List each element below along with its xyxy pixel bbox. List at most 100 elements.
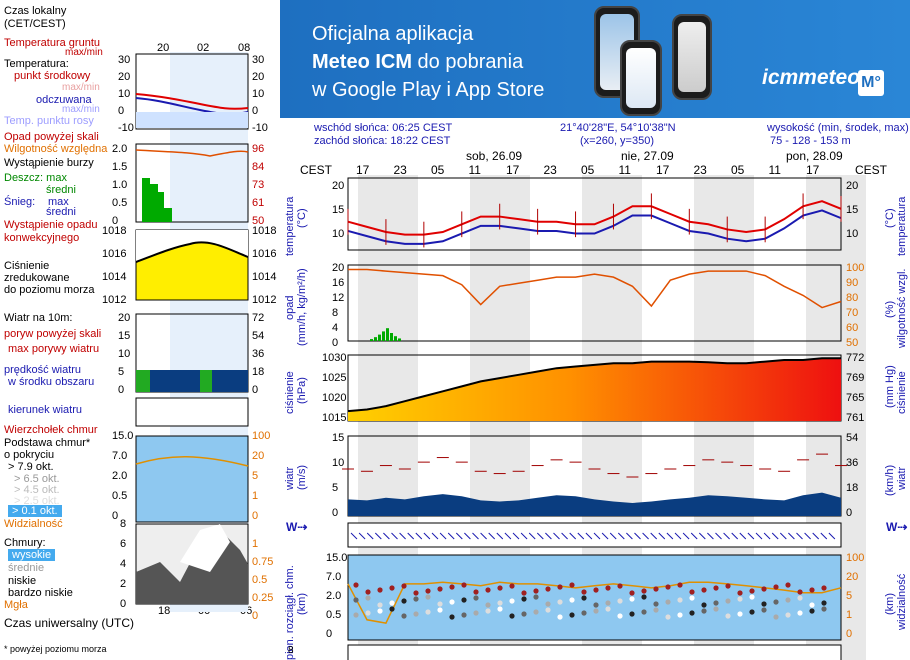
legend-hour: 20	[157, 42, 170, 54]
temp-axis-unit-right: (°C)	[884, 208, 896, 228]
hour-label: 17	[356, 163, 370, 177]
legend-wind-speed: prędkość wiatru	[4, 364, 82, 376]
legend-temp-tick: 30	[118, 54, 131, 66]
vis-tick: 5	[846, 590, 853, 602]
hour-label: 17	[656, 163, 670, 177]
legend-okt: > 2.5 okt.	[14, 495, 60, 507]
wind-tick-right: 18	[846, 482, 859, 494]
legend-press-tick: 1016	[102, 248, 127, 260]
cloud-tick: 15.0	[326, 552, 348, 564]
legend-cl-tick-r: 0.25	[252, 592, 274, 604]
legend-temp-tick-r: 10	[252, 88, 265, 100]
legend-temperature: Temperatura:	[4, 58, 69, 70]
wind-area	[348, 492, 841, 516]
legend-cl-tick: 8	[120, 518, 127, 530]
rain-tick: 20	[332, 262, 345, 274]
hour-label: 23	[393, 163, 407, 177]
legend-wind-kmh: 18	[252, 366, 265, 378]
legend-wind-kmh: 54	[252, 330, 265, 342]
height-label: wysokość (min, środek, max)	[767, 122, 909, 134]
legend-cl-tick: 2	[120, 578, 127, 590]
legend-footnote: * powyżej poziomu morza	[4, 644, 107, 654]
wind-dir-legend-icon: W⇢	[286, 520, 308, 534]
wind-axis-label: wiatr	[284, 466, 296, 490]
rain-axis-unit: (mm/h, kg/m²/h)	[296, 268, 308, 346]
wind-dir-legend-icon: W⇢	[886, 520, 908, 534]
grid-text: (x=260, y=350)	[580, 135, 654, 147]
humidity-tick: 100	[846, 262, 865, 274]
legend-cl-tick-r: 0	[252, 610, 259, 622]
pressure-tick-right: 772	[846, 352, 865, 364]
hour-label: 11	[618, 163, 631, 177]
legend-mini-charts	[135, 52, 249, 612]
legend-soil-maxmin: max/min	[65, 47, 103, 58]
legend-precip-tick: 0.5	[112, 197, 128, 209]
vis-tick: 100	[846, 552, 865, 564]
legend-okt: > 4.5 okt.	[14, 484, 60, 496]
legend-snow-avg: średni	[46, 206, 76, 218]
legend-okt: > 7.9 okt.	[8, 461, 54, 473]
legend-max-min: max/min	[62, 82, 100, 93]
legend-wind-tick: 15	[118, 330, 131, 342]
pressure-tick-right: 765	[846, 392, 865, 404]
day-label: sob, 26.09	[466, 149, 523, 163]
wind-tick: 15	[332, 432, 345, 444]
legend-cl-tick: 6	[120, 538, 127, 550]
feels-line	[347, 209, 842, 245]
legend-clouds-very-low: bardzo niskie	[8, 587, 73, 599]
legend-wind-tick: 20	[118, 312, 131, 324]
legend-press-tick: 1012	[102, 294, 127, 306]
legend-wind-dir: kierunek wiatru	[8, 404, 82, 416]
banner-line-2-bold: Meteo ICM	[312, 51, 412, 73]
legend-press-tick-r: 1016	[252, 248, 277, 260]
wind-tick-right: 36	[846, 457, 859, 469]
wind-axis-label-right: wiatr	[896, 466, 908, 490]
legend-dewpoint: Temp. punktu rosy	[4, 115, 94, 127]
rain-tick: 16	[332, 277, 345, 289]
legend-precip-tick: 2.0	[112, 143, 128, 155]
legend-cloud-tick: 0.5	[112, 490, 128, 502]
legend-humid-tick: 50	[252, 215, 265, 227]
legend-press-tick: 1018	[102, 225, 127, 237]
sunrise-text: wschód słońca: 06:25 CEST	[314, 122, 453, 134]
legend-visibility: Widzialność	[4, 518, 63, 530]
wind-axis-unit-right: (km/h)	[884, 464, 896, 496]
legend-cloud-tick: 7.0	[112, 450, 128, 462]
cloud-base-panel	[347, 554, 842, 641]
legend-storm: Wystąpienie burzy	[4, 157, 94, 169]
temp-tick-right: 10	[846, 228, 859, 240]
legend-humid-tick: 84	[252, 161, 265, 173]
legend-press-tick: 1014	[102, 271, 127, 283]
temp-line	[347, 200, 842, 236]
day-label: nie, 27.09	[621, 149, 674, 163]
legend-humidity: Wilgotność względna	[4, 143, 108, 155]
legend-cl-tick: 4	[120, 558, 127, 570]
legend-rain: Deszcz: max	[4, 172, 67, 184]
legend-pressure: Ciśnienie	[4, 260, 50, 272]
wind-tick: 0	[332, 507, 339, 519]
wind-axis-unit: (m/s)	[296, 464, 308, 490]
hour-label: 11	[468, 163, 481, 177]
timezone-label: CEST	[300, 163, 333, 177]
rain-tick: 0	[332, 337, 339, 349]
legend-temp-tick-r: 0	[252, 105, 259, 117]
coordinates-text: 21°40'28"E, 54°10'38"N	[560, 122, 676, 134]
legend-press-tick-r: 1014	[252, 271, 277, 283]
vis-axis-unit: (km)	[884, 593, 896, 615]
legend-cloud-tick: 2.0	[112, 470, 128, 482]
press-axis-unit-right: (mm Hg)	[884, 365, 896, 408]
app-promo-banner[interactable]: Oficjalna aplikacja Meteo ICM do pobrani…	[280, 0, 910, 118]
legend-coverage: o pokryciu	[4, 449, 55, 461]
cloud-axis-tick: 8	[288, 645, 294, 656]
legend-precip-tick: 1.0	[112, 179, 128, 191]
hour-label: 05	[431, 163, 445, 177]
rain-tick: 12	[332, 292, 345, 304]
legend-okt: > 0.1 okt.	[8, 505, 62, 517]
rain-tick: 8	[332, 307, 339, 319]
legend-convective: Wystąpienie opadu	[4, 219, 98, 231]
banner-line-2: do pobrania	[412, 51, 524, 73]
legend-temp-tick-r: 30	[252, 54, 265, 66]
legend-utc: Czas uniwersalny (UTC)	[4, 616, 135, 630]
clouds-panel	[347, 644, 842, 660]
pressure-line	[347, 357, 841, 413]
